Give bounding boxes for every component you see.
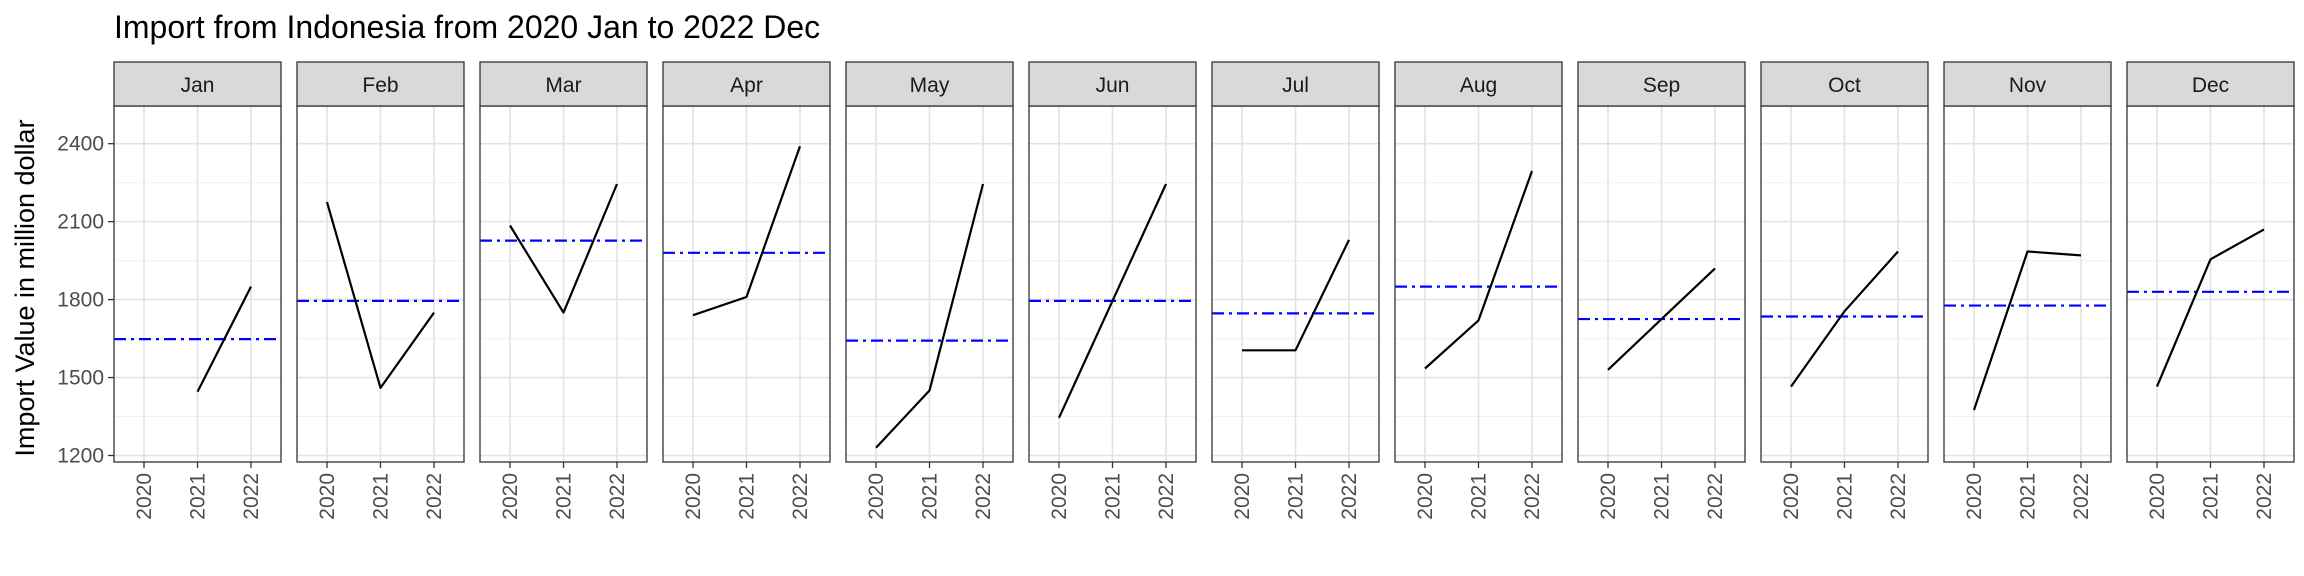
x-tick-label: 2021 — [736, 473, 759, 520]
facet-panel-feb: Feb 2020 2021 2022 — [296, 61, 465, 520]
x-tick-label: 2020 — [1597, 473, 1620, 520]
x-tick-label: 2022 — [972, 473, 995, 520]
x-tick-label: 2022 — [1521, 473, 1544, 520]
x-tick-label: 2020 — [133, 473, 156, 520]
x-tick-label: 2021 — [187, 473, 210, 520]
x-tick-label: 2021 — [2017, 473, 2040, 520]
facet-panel-jan: Jan 2020 2021 2022 — [113, 61, 282, 520]
series-line — [1607, 267, 1716, 371]
x-tick-label: 2021 — [1651, 473, 1674, 520]
facet-strip-label: Feb — [362, 74, 398, 97]
y-tick-label: 1800 — [57, 289, 104, 312]
x-tick-label: 2020 — [499, 473, 522, 520]
series-line — [692, 145, 802, 317]
series-line — [1242, 239, 1350, 352]
facet-strip-label: Jan — [181, 74, 215, 97]
series-line — [1972, 250, 2082, 411]
y-tick-label: 2400 — [57, 133, 104, 156]
facet-strip — [1760, 61, 1929, 107]
facet-panel-mar: Mar 2020 2021 2022 — [479, 61, 648, 520]
facet-strip — [113, 61, 282, 107]
x-tick-label: 2022 — [2070, 473, 2093, 520]
facet-strip — [1028, 61, 1197, 107]
series-line — [875, 183, 985, 449]
facet-strip-label: Sep — [1643, 74, 1680, 97]
facet-panel-may: May 2020 2021 2022 — [845, 61, 1014, 520]
x-tick-label: 2022 — [240, 473, 263, 520]
facet-strip-label: Aug — [1460, 74, 1497, 97]
series-line — [1424, 170, 1534, 370]
facet-panel-jul: Jul 2020 2021 2022 — [1211, 61, 1380, 520]
y-axis-ticks: 1200 1500 1800 2100 2400 — [57, 133, 114, 468]
x-tick-label: 2020 — [682, 473, 705, 520]
x-tick-label: 2021 — [370, 473, 393, 520]
x-tick-label: 2020 — [1963, 473, 1986, 520]
x-tick-label: 2020 — [316, 473, 339, 520]
facet-strip-label: Apr — [730, 74, 763, 97]
y-tick-label: 1500 — [57, 367, 104, 390]
x-tick-label: 2020 — [865, 473, 888, 520]
chart-title: Import from Indonesia from 2020 Jan to 2… — [114, 9, 820, 45]
x-tick-label: 2022 — [423, 473, 446, 520]
x-tick-label: 2020 — [1048, 473, 1071, 520]
series-line — [1057, 183, 1168, 419]
x-tick-label: 2021 — [1285, 473, 1308, 520]
facet-panel-apr: Apr 2020 2021 2022 — [662, 61, 831, 520]
x-tick-label: 2021 — [1102, 473, 1125, 520]
x-tick-label: 2020 — [2146, 473, 2169, 520]
facet-strip-label: May — [910, 74, 950, 97]
series-line — [196, 286, 252, 393]
facet-strip — [1211, 61, 1380, 107]
x-tick-label: 2022 — [606, 473, 629, 520]
facet-panel-aug: Aug 2020 2021 2022 — [1394, 61, 1563, 520]
facet-strip-label: Jun — [1096, 74, 1130, 97]
series-line — [1790, 250, 1899, 388]
series-line — [2155, 228, 2265, 388]
y-tick-label: 2100 — [57, 211, 104, 234]
facet-strip-label: Dec — [2192, 74, 2229, 97]
facet-strip — [845, 61, 1014, 107]
x-tick-label: 2022 — [789, 473, 812, 520]
x-tick-label: 2022 — [1704, 473, 1727, 520]
facet-panel-dec: Dec 2020 2021 2022 — [2126, 61, 2295, 520]
facet-strip-label: Nov — [2009, 74, 2047, 97]
x-tick-label: 2021 — [553, 473, 576, 520]
facet-strip — [1577, 61, 1746, 107]
facet-panel-oct: Oct 2020 2021 2022 — [1760, 61, 1929, 520]
x-tick-label: 2021 — [919, 473, 942, 520]
x-tick-label: 2022 — [1155, 473, 1178, 520]
facet-panel-sep: Sep 2020 2021 2022 — [1577, 61, 1746, 520]
facet-strip-label: Oct — [1828, 74, 1861, 97]
x-tick-label: 2021 — [1834, 473, 1857, 520]
x-tick-label: 2022 — [1887, 473, 1910, 520]
facet-strip — [1943, 61, 2112, 107]
y-tick-label: 1200 — [57, 445, 104, 468]
facet-panel-jun: Jun 2020 2021 2022 — [1028, 61, 1197, 520]
series-line — [509, 183, 619, 314]
x-tick-label: 2020 — [1414, 473, 1437, 520]
facet-strip — [662, 61, 831, 107]
facet-strip — [296, 61, 465, 107]
facet-strip-label: Mar — [545, 74, 581, 97]
series-line — [325, 201, 435, 389]
y-axis-label: Import Value in million dollar — [10, 119, 40, 456]
facet-strip — [479, 61, 648, 107]
x-tick-label: 2020 — [1231, 473, 1254, 520]
x-tick-label: 2020 — [1780, 473, 1803, 520]
facet-panels: Jan 2020 2021 2022 Feb 2020 2021 2022 Mar 2020 202… — [113, 61, 2295, 520]
x-tick-label: 2021 — [2200, 473, 2223, 520]
facet-strip — [2126, 61, 2295, 107]
x-tick-label: 2021 — [1468, 473, 1491, 520]
facet-strip-label: Jul — [1282, 74, 1309, 97]
facet-strip — [1394, 61, 1563, 107]
x-tick-label: 2022 — [1338, 473, 1361, 520]
x-tick-label: 2022 — [2253, 473, 2276, 520]
facet-panel-nov: Nov 2020 2021 2022 — [1943, 61, 2112, 520]
